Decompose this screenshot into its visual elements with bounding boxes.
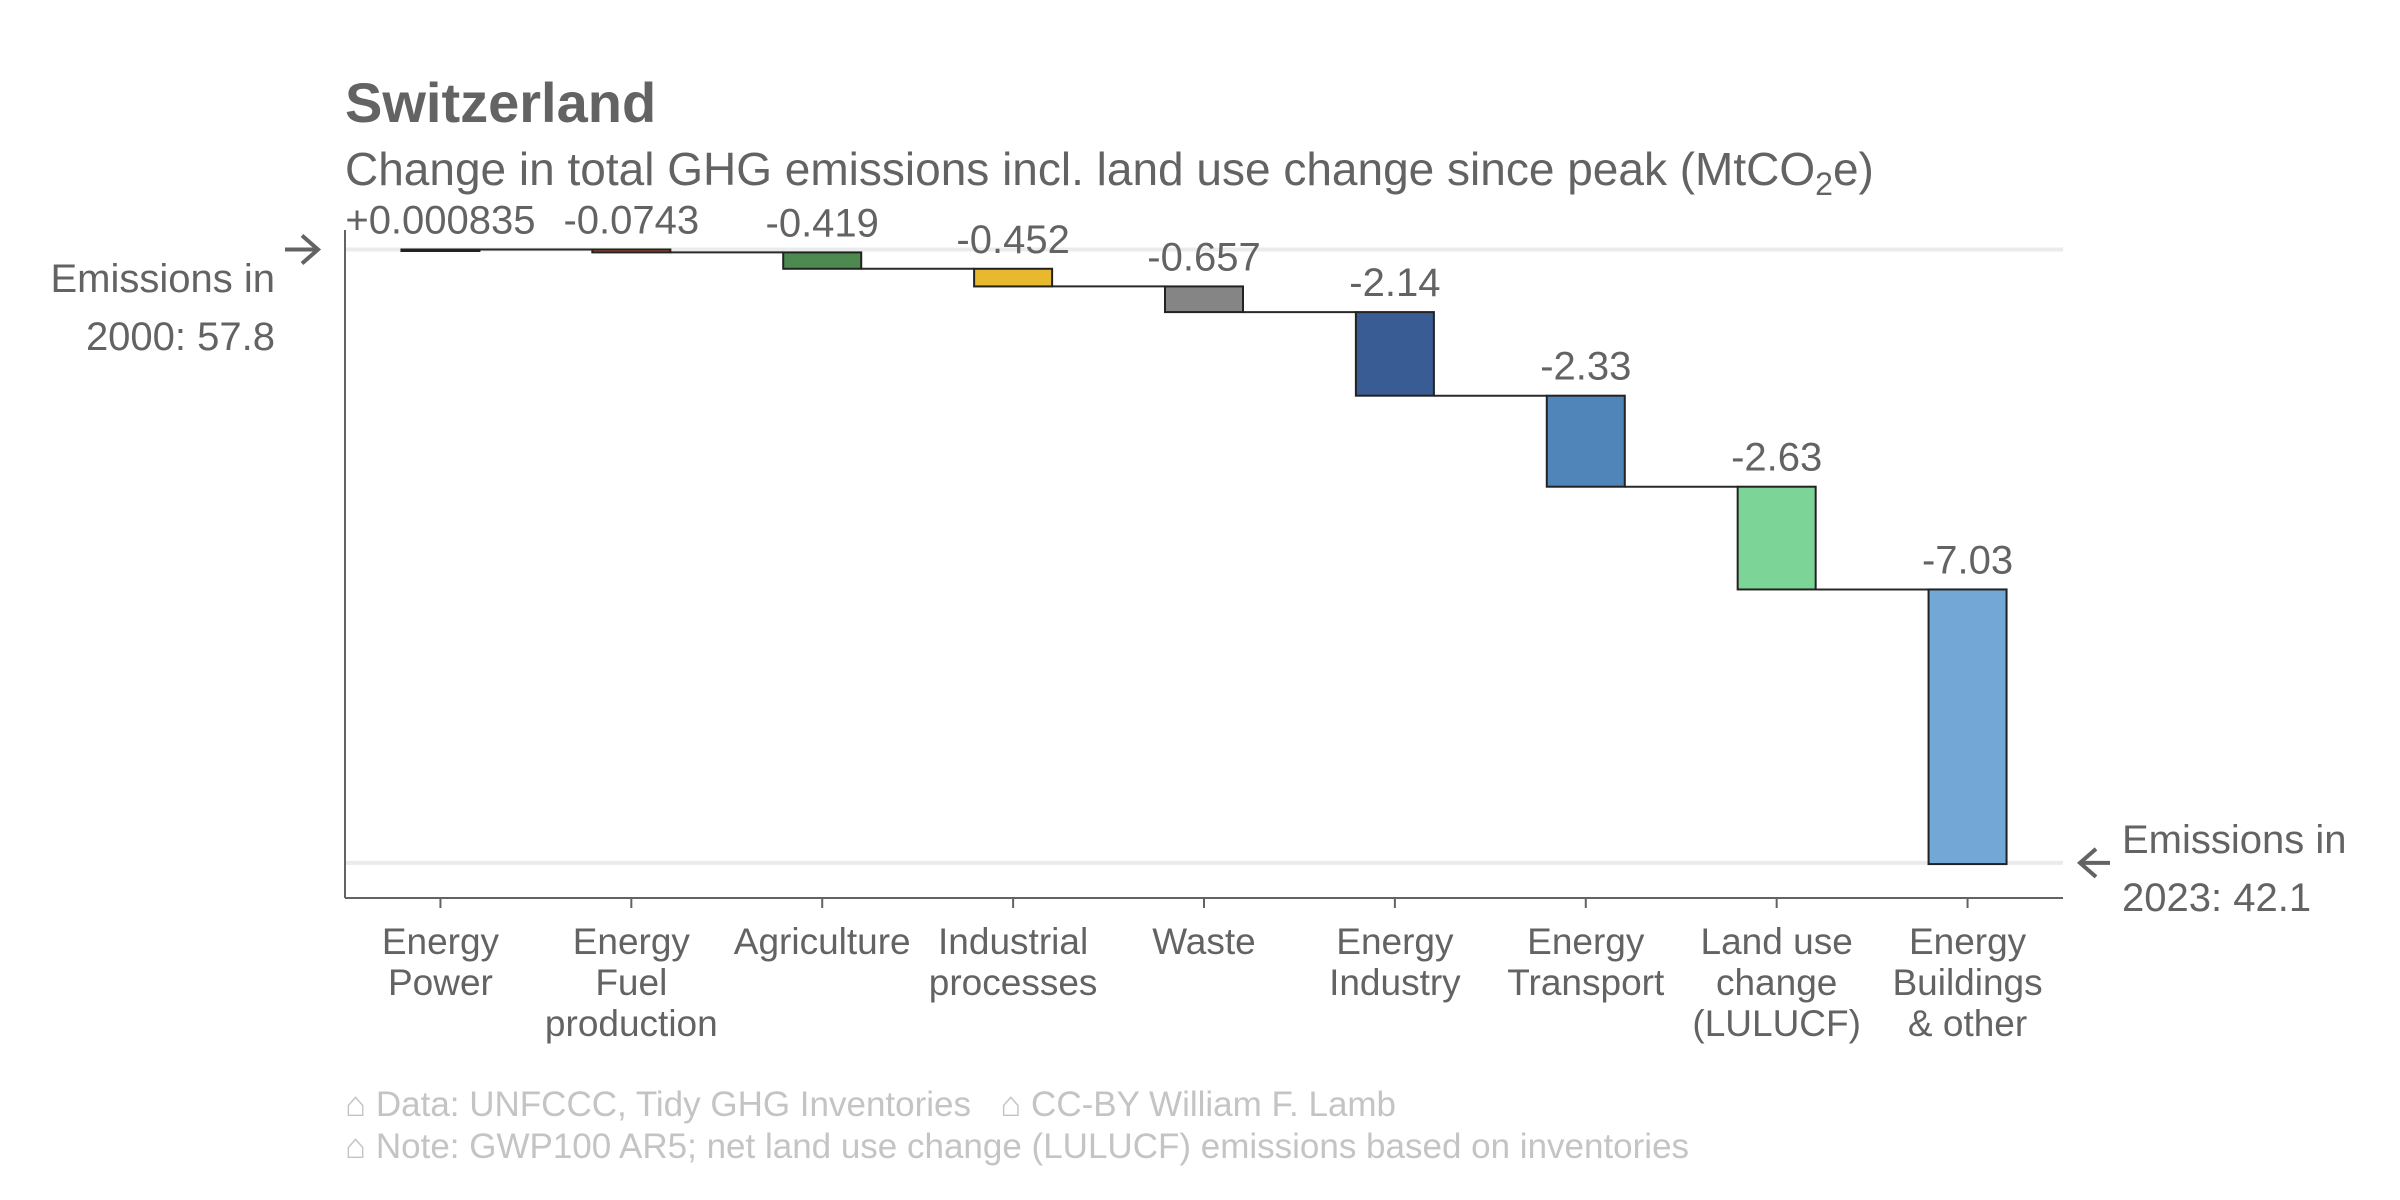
x-tick-label: Land use change (LULUCF) [1692,921,1861,1044]
arrow-head [300,234,322,266]
subtitle-subscript: 2 [1815,166,1833,202]
axes [344,230,2063,908]
start-annotation: Emissions in 2000: 57.8 [50,234,322,359]
x-tick-label-line: Agriculture [734,921,911,962]
end-annotation: Emissions in 2023: 42.1 [2076,818,2347,920]
bar-energy-buildings-other [1927,588,2008,866]
x-tick-label: Waste [1152,921,1255,962]
x-tick-label: Energy Power [382,921,500,1003]
x-tick-label-line: Buildings [1892,962,2042,1003]
x-tick-label-line: Power [388,962,493,1003]
bar-energy-industry [1354,311,1435,397]
bar-land-use-change-lulucf [1736,485,1817,591]
arrow-head [2076,847,2098,879]
value-label: -2.63 [1731,436,1822,480]
x-tick-label-line: change [1716,962,1837,1003]
x-tick-label: Energy Buildings & other [1892,921,2042,1044]
x-tick-label-line: Waste [1152,921,1255,962]
x-tick-label-line: Energy [1527,921,1645,962]
end-label-line2: 2023: 42.1 [2122,876,2311,920]
bar-energy-fuel-production [591,248,672,254]
start-label-line1: Emissions in [50,257,275,301]
x-tick-label-line: Industrial [938,921,1088,962]
x-tick-label-line: Energy [382,921,500,962]
value-label: -2.14 [1349,261,1440,305]
x-tick-label-line: Energy [1909,921,2027,962]
bars [400,248,2008,866]
x-tick-label-line: processes [929,962,1098,1003]
subtitle-suffix: e) [1833,143,1874,195]
bar-energy-transport [1545,394,1626,488]
value-label: -0.452 [956,218,1069,262]
bar-industrial-processes [973,267,1054,288]
x-tick-label-line: Fuel [595,962,667,1003]
x-tick-label-line: Energy [1336,921,1454,962]
x-tick-label: Energy Fuel production [545,921,718,1044]
x-tick-label: Energy Industry [1329,921,1461,1003]
connectors [479,248,1929,591]
x-tick-label-line: Industry [1329,962,1461,1003]
value-label: +0.000835 [345,198,535,242]
footer-line-2: ⌂ Note: GWP100 AR5; net land use change … [345,1127,1689,1166]
x-tick-label-line: production [545,1003,718,1044]
bar-agriculture [782,251,863,270]
subtitle-prefix: Change in total GHG emissions incl. land… [345,143,1815,195]
value-label: -2.33 [1540,345,1631,389]
bar-energy-power [400,248,481,252]
start-label-line2: 2000: 57.8 [86,315,275,359]
right-arrow-icon [285,234,322,266]
x-tick-label-line: Energy [573,921,691,962]
chart-subtitle: Change in total GHG emissions incl. land… [345,143,1874,202]
x-tick-label: Industrial processes [929,921,1098,1003]
x-tick-label: Agriculture [734,921,911,962]
x-tick-label: Energy Transport [1507,921,1665,1003]
x-tick-label-line: (LULUCF) [1692,1003,1861,1044]
value-label: -0.657 [1147,235,1260,279]
value-label: -7.03 [1922,538,2013,582]
left-arrow-icon [2076,847,2110,879]
x-tick-label-line: & other [1908,1003,2027,1044]
x-tick-label-line: Land use [1701,921,1853,962]
value-labels: +0.000835 -0.0743 -0.419 -0.452 -0.657 -2.14 -… [345,198,2013,582]
value-label: -0.0743 [563,198,699,242]
x-tick-label-line: Transport [1507,962,1665,1003]
bar-waste [1164,285,1244,314]
chart-title: Switzerland [345,71,656,134]
footer-line-1: ⌂ Data: UNFCCC, Tidy GHG Inventories ⌂ C… [345,1085,1396,1124]
value-label: -0.419 [766,201,879,245]
end-label-line1: Emissions in [2122,818,2347,862]
